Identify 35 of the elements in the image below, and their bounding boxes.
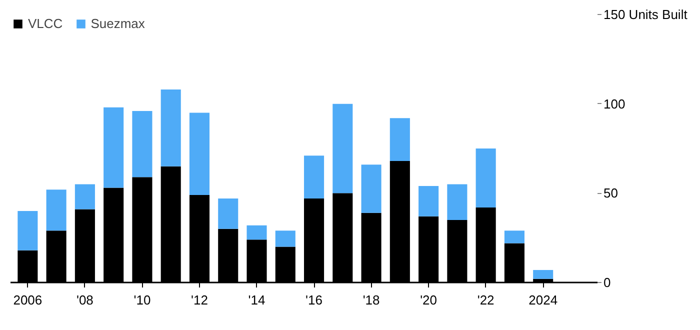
x-tick-label: '10 [134, 292, 151, 308]
x-tick-label: '22 [477, 292, 494, 308]
x-tick-label: '20 [420, 292, 438, 308]
bar [46, 190, 66, 231]
bar [18, 211, 38, 250]
bar [447, 184, 468, 220]
y-tick-label: 0 [604, 275, 611, 290]
x-tick-label: '18 [362, 292, 380, 308]
bar [332, 104, 353, 194]
bar [418, 186, 439, 216]
y-tick-label: 100 [604, 96, 626, 112]
bar [104, 107, 124, 188]
bar [218, 198, 238, 229]
x-tick-label: 2024 [528, 292, 558, 308]
y-tick-label: 150 Units Built [604, 7, 688, 22]
x-tick-label: 2006 [13, 292, 42, 308]
bar [189, 112, 210, 195]
bar [246, 225, 267, 240]
y-tick-label: 50 [604, 186, 618, 201]
bar [160, 90, 181, 166]
legend-label: VLCC [28, 16, 63, 31]
x-tick-label: '16 [306, 292, 323, 308]
x-tick-label: '14 [248, 292, 266, 308]
bar [390, 118, 410, 162]
bar [132, 110, 152, 178]
bar [533, 270, 554, 279]
bar [504, 230, 524, 244]
bar [74, 184, 95, 210]
bar [275, 230, 296, 247]
x-tick-label: '08 [76, 292, 94, 308]
bar [361, 164, 382, 213]
bar [476, 148, 496, 208]
bar [304, 156, 324, 199]
legend-label: Suezmax [90, 16, 145, 31]
x-tick-label: '12 [191, 292, 208, 308]
